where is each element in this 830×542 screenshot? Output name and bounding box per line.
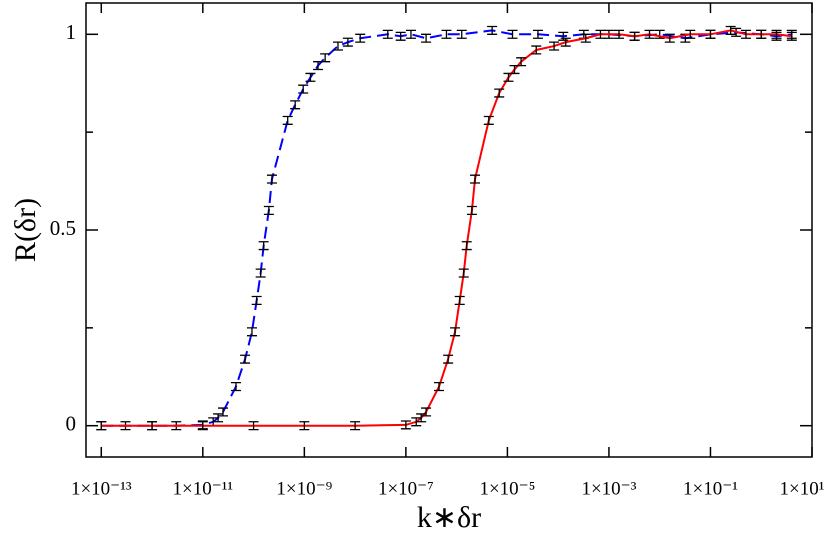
error-bar	[342, 37, 353, 47]
error-bar	[685, 29, 696, 39]
error-bar	[549, 41, 560, 51]
error-bar	[382, 29, 393, 39]
error-bar	[629, 31, 640, 41]
error-bar	[558, 31, 569, 41]
error-bar	[416, 413, 427, 423]
error-bar	[456, 29, 467, 39]
error-bar	[503, 72, 514, 82]
x-tick-label: 1×10⁻⁵	[479, 478, 535, 499]
error-bar	[290, 100, 301, 110]
error-bar	[197, 421, 208, 431]
error-bar	[786, 31, 797, 41]
error-bar	[560, 37, 571, 47]
error-bar	[400, 420, 411, 430]
error-bar	[421, 33, 432, 43]
error-bar	[263, 205, 274, 215]
error-bar	[298, 84, 309, 94]
plot-frame	[85, 2, 813, 458]
error-bar	[395, 31, 406, 41]
error-bar	[421, 407, 432, 417]
x-tick-label: 1×10⁻¹³	[71, 478, 132, 499]
error-bar	[725, 25, 736, 35]
error-bar	[218, 407, 229, 417]
x-tick-label: 1×10⁻³	[581, 478, 636, 499]
error-bar	[483, 115, 494, 125]
error-bar	[580, 33, 591, 43]
error-bar	[705, 29, 716, 39]
error-bar	[305, 72, 316, 82]
error-bar	[487, 25, 498, 35]
error-bar	[443, 354, 454, 364]
x-tick-label: 1×10⁻¹¹	[172, 478, 233, 499]
error-bar	[470, 174, 481, 184]
series-line	[101, 29, 792, 427]
error-bar	[461, 241, 472, 251]
error-bar	[246, 327, 257, 337]
x-tick-label: 1×10¹	[780, 478, 825, 499]
error-bar	[454, 295, 465, 306]
error-bar	[614, 29, 625, 39]
error-bar	[405, 29, 416, 39]
y-axis-label: R(δr)	[9, 198, 42, 262]
error-bar	[516, 57, 527, 67]
error-bar	[441, 29, 452, 39]
error-bar	[532, 29, 543, 39]
error-bar	[230, 381, 241, 392]
error-bar	[350, 421, 361, 431]
error-bar	[644, 29, 655, 39]
error-bar	[240, 354, 251, 364]
error-bar	[320, 53, 331, 63]
error-bar	[507, 29, 518, 39]
error-bar	[466, 205, 477, 215]
error-bar	[595, 29, 606, 39]
error-bar	[147, 421, 158, 431]
y-tick-label: 0	[66, 412, 77, 436]
error-bar	[434, 381, 445, 392]
error-bar	[771, 29, 782, 39]
error-bar	[255, 268, 266, 278]
series-line	[101, 29, 792, 427]
x-tick-label: 1×10⁻⁷	[378, 478, 434, 499]
error-bar	[664, 33, 675, 43]
x-tick-label: 1×10⁻¹	[683, 478, 738, 499]
error-bar	[213, 413, 224, 423]
error-bar	[531, 45, 542, 55]
error-bar	[282, 115, 293, 125]
y-tick-label: 0.5	[50, 216, 76, 240]
error-bar	[251, 295, 262, 306]
error-bar	[96, 421, 107, 431]
error-bar	[266, 174, 277, 184]
error-bar	[756, 29, 767, 39]
error-bar	[299, 421, 310, 431]
error-bar	[258, 241, 269, 251]
error-bar	[248, 421, 259, 431]
error-bar	[450, 327, 461, 337]
error-bar	[355, 33, 366, 43]
y-tick-label: 1	[66, 20, 77, 44]
x-axis-label: k∗δr	[417, 501, 481, 534]
x-tick-label: 1×10⁻⁹	[276, 478, 332, 499]
error-bar	[332, 41, 343, 51]
error-bar	[494, 88, 505, 98]
error-bar	[740, 29, 751, 39]
error-bar	[458, 268, 469, 278]
